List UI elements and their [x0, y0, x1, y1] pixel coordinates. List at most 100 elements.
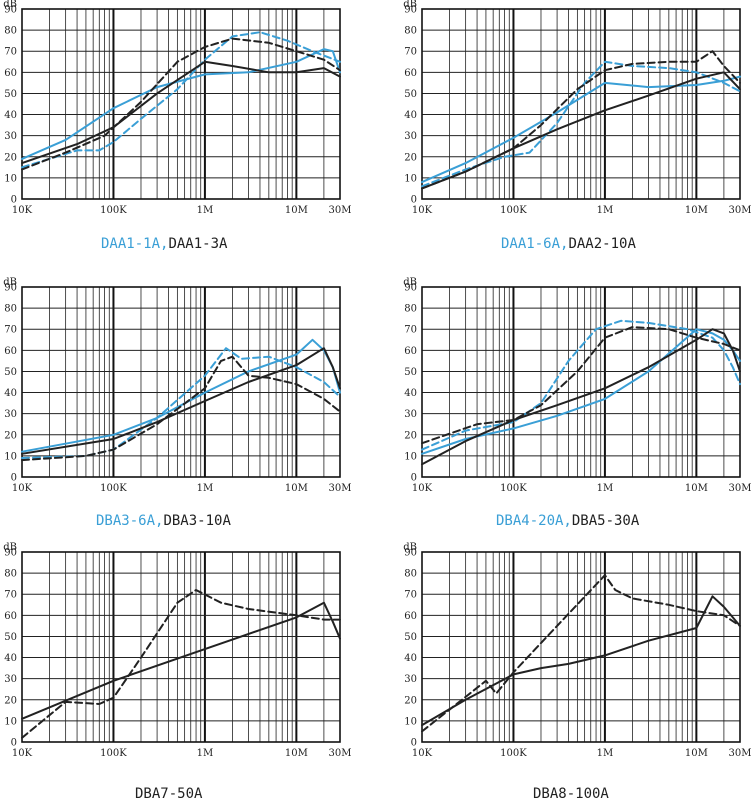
chart-3-y-tick-label: 60	[4, 346, 17, 357]
chart-1-y-tick-label: 30	[4, 131, 17, 142]
chart-5-y-tick-label: 80	[4, 569, 17, 580]
chart-title-4: DBA4-20A,DBA5-30A	[496, 513, 639, 529]
chart-5-series-2-dashed	[21, 589, 341, 739]
chart-3-y-tick-label: 30	[4, 409, 17, 420]
chart-title-3-part-2: DBA3-10A	[163, 513, 231, 529]
chart-4-y-tick-label: 10	[404, 451, 417, 462]
chart-5-y-tick-label: 90	[4, 548, 17, 559]
chart-title-1-part-2: DAA1-3A	[168, 236, 228, 252]
chart-title-6: DBA8-100A	[533, 786, 609, 802]
chart-6-y-tick-label: 20	[404, 695, 417, 706]
chart-5-x-tick-label: 30M	[329, 748, 352, 759]
chart-1-y-tick-label: 50	[4, 89, 17, 100]
chart-title-1: DAA1-1A,DAA1-3A	[101, 236, 227, 252]
chart-4-x-tick-label: 10M	[685, 483, 708, 494]
chart-2-y-tick-label: 50	[404, 89, 417, 100]
chart-3-y-tick-label: 80	[4, 304, 17, 315]
chart-4-y-tick-label: 90	[404, 283, 417, 294]
chart-2-ylabel: dB	[403, 0, 417, 10]
chart-6-y-tick-label: 40	[404, 653, 417, 664]
chart-title-4-part-1: DBA4-20A,	[496, 513, 572, 529]
chart-6-x-tick-label: 10K	[412, 748, 433, 759]
chart-4-series-4-dashed	[421, 326, 741, 445]
chart-2-y-tick-label: 80	[404, 26, 417, 37]
chart-2-y-tick-label: 70	[404, 47, 417, 58]
chart-4-x-tick-label: 10K	[412, 483, 433, 494]
chart-4-x-tick-label: 30M	[729, 483, 751, 494]
chart-title-5-part-1: DBA7-50A	[135, 786, 203, 802]
chart-title-3: DBA3-6A,DBA3-10A	[96, 513, 231, 529]
chart-4-frame	[421, 286, 741, 478]
chart-2-y-tick-label: 20	[404, 152, 417, 163]
chart-5-x-tick-label: 1M	[197, 748, 214, 759]
chart-3-y-tick-label: 70	[4, 325, 17, 336]
chart-1-series-2-dashed	[21, 31, 341, 169]
chart-1-y-tick-label: 20	[4, 152, 17, 163]
chart-4-ylabel: dB	[403, 277, 417, 288]
chart-1-x-tick-label: 100K	[100, 205, 127, 216]
chart-3-x-tick-label: 30M	[329, 483, 352, 494]
chart-title-6-part-1: DBA8-100A	[533, 786, 609, 802]
chart-1-ylabel: dB	[3, 0, 17, 10]
chart-4-series-1-solid	[421, 328, 741, 455]
chart-1-x-tick-label: 10M	[285, 205, 308, 216]
chart-5-y-tick-label: 20	[4, 695, 17, 706]
chart-1-y-tick-label: 90	[4, 5, 17, 16]
chart-5-y-tick-label: 0	[11, 738, 17, 749]
chart-1-series-4-dashed	[21, 37, 341, 171]
chart-4-series-3-solid	[421, 328, 741, 466]
chart-3-series-3-solid	[21, 347, 341, 455]
chart-2-series-3-solid	[421, 71, 741, 190]
chart-6-x-tick-label: 1M	[597, 748, 614, 759]
chart-1-x-tick-label: 30M	[329, 205, 352, 216]
chart-4-y-tick-label: 20	[404, 430, 417, 441]
chart-3-frame	[21, 286, 341, 478]
chart-title-5: DBA7-50A	[135, 786, 202, 802]
chart-4-y-tick-label: 70	[404, 325, 417, 336]
chart-6-y-tick-label: 70	[404, 590, 417, 601]
chart-title-3-part-1: DBA3-6A,	[96, 513, 164, 529]
chart-3-y-tick-label: 10	[4, 451, 17, 462]
chart-2-y-tick-label: 30	[404, 131, 417, 142]
chart-2-series-1-solid	[421, 75, 741, 184]
chart-6-frame	[421, 551, 741, 743]
chart-2-y-tick-label: 90	[404, 5, 417, 16]
chart-6-ylabel: dB	[403, 542, 417, 553]
chart-2-y-tick-label: 60	[404, 68, 417, 79]
chart-3-ylabel: dB	[3, 277, 17, 288]
chart-2-x-tick-label: 1M	[597, 205, 614, 216]
chart-6-series-2-dashed	[421, 574, 741, 733]
chart-1-y-tick-label: 0	[11, 195, 17, 206]
chart-2-x-tick-label: 10K	[412, 205, 433, 216]
chart-1-x-tick-label: 1M	[197, 205, 214, 216]
chart-6-y-tick-label: 30	[404, 674, 417, 685]
chart-title-1-part-1: DAA1-1A,	[101, 236, 169, 252]
chart-4-y-tick-label: 80	[404, 304, 417, 315]
chart-5-y-tick-label: 10	[4, 716, 17, 727]
chart-3-y-tick-label: 90	[4, 283, 17, 294]
chart-2-y-tick-label: 40	[404, 110, 417, 121]
chart-6-series-1-solid	[421, 595, 741, 727]
chart-5-y-tick-label: 60	[4, 611, 17, 622]
chart-1-y-tick-label: 80	[4, 26, 17, 37]
chart-6-y-tick-label: 90	[404, 548, 417, 559]
chart-3-x-tick-label: 1M	[197, 483, 214, 494]
chart-3-y-tick-label: 20	[4, 430, 17, 441]
chart-title-2-part-1: DAA1-6A,	[501, 236, 569, 252]
chart-2-x-tick-label: 30M	[729, 205, 751, 216]
chart-3-x-tick-label: 10M	[285, 483, 308, 494]
chart-3-y-tick-label: 40	[4, 388, 17, 399]
chart-2-x-tick-label: 10M	[685, 205, 708, 216]
chart-5-y-tick-label: 30	[4, 674, 17, 685]
chart-3-y-tick-label: 0	[11, 473, 17, 484]
chart-1-y-tick-label: 10	[4, 173, 17, 184]
chart-4-x-tick-label: 100K	[500, 483, 527, 494]
chart-4-x-tick-label: 1M	[597, 483, 614, 494]
chart-2-y-tick-label: 10	[404, 173, 417, 184]
chart-5-x-tick-label: 10M	[285, 748, 308, 759]
chart-4-y-tick-label: 60	[404, 346, 417, 357]
chart-title-2-part-2: DAA2-10A	[568, 236, 636, 252]
chart-5-x-tick-label: 10K	[12, 748, 33, 759]
chart-6-y-tick-label: 80	[404, 569, 417, 580]
